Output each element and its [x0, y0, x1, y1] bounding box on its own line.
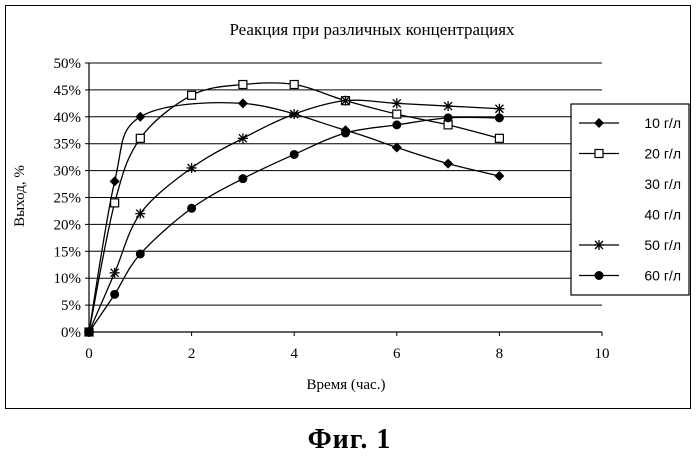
y-tick-label: 20%: [54, 217, 82, 233]
figure-caption: Фиг. 1: [307, 424, 392, 455]
series-4: [84, 95, 505, 337]
data-point-square: [494, 133, 504, 143]
data-point-star: [494, 103, 505, 114]
data-point-star: [109, 267, 120, 278]
data-point-circle: [135, 249, 145, 259]
data-point-star: [443, 101, 454, 112]
legend-entry: 10 г/л: [579, 115, 681, 131]
legend-label: 50 г/л: [644, 237, 681, 253]
x-tick-label: 10: [595, 346, 610, 362]
series-line: [88, 116, 500, 333]
star-stroke: [392, 98, 402, 108]
x-tick-label: 6: [393, 346, 401, 362]
data-point-diamond: [135, 111, 146, 122]
legend-label: 40 г/л: [644, 207, 681, 223]
legend-entry: 50 г/л: [579, 237, 681, 253]
x-tick-label: 0: [85, 346, 93, 362]
legend-entry: 20 г/л: [579, 146, 681, 162]
data-point-star: [391, 98, 402, 109]
data-point-diamond: [594, 118, 604, 128]
data-point-square: [392, 109, 402, 119]
data-point-star: [594, 240, 604, 250]
star-stroke: [135, 209, 145, 219]
legend-label: 30 г/л: [644, 176, 681, 192]
chart-frame: [5, 5, 691, 409]
star-stroke: [594, 240, 604, 250]
y-axis-title: Выход, %: [12, 165, 28, 227]
series-line: [88, 82, 500, 333]
data-point-diamond: [391, 142, 402, 153]
star-stroke: [289, 109, 299, 119]
y-tick-label: 45%: [54, 83, 82, 99]
star-stroke: [443, 101, 453, 111]
data-point-diamond: [443, 158, 454, 169]
data-point-circle: [289, 149, 299, 159]
data-point-square: [238, 79, 248, 90]
x-tick-label: 8: [496, 346, 504, 362]
data-point-circle: [392, 120, 402, 130]
data-point-circle: [341, 128, 350, 138]
legend-label: 60 г/л: [644, 268, 681, 284]
y-tick-label: 10%: [54, 271, 82, 287]
series-5: [84, 113, 504, 337]
chart-title: Реакция при различных концентрациях: [229, 20, 515, 39]
legend-entry: 30 г/л: [644, 176, 681, 192]
data-point-circle: [238, 174, 248, 184]
legend-label: 10 г/л: [644, 115, 681, 131]
data-point-circle: [594, 271, 604, 280]
data-point-circle: [494, 113, 504, 123]
data-point-diamond: [109, 176, 120, 187]
data-point-star: [237, 133, 248, 144]
data-point-star: [289, 109, 300, 120]
star-stroke: [187, 163, 197, 173]
star-stroke: [494, 104, 504, 114]
legend-entry: 40 г/л: [644, 207, 681, 223]
data-point-diamond: [494, 170, 505, 181]
data-point-square: [594, 148, 604, 159]
y-tick-label: 30%: [54, 164, 82, 180]
y-tick-labels: 0% 5% 10% 15% 20% 25% 30% 35% 40% 45% 50%: [54, 56, 82, 341]
legend-box: [570, 103, 690, 296]
star-stroke: [110, 268, 120, 278]
data-point-star: [135, 208, 146, 219]
data-point-circle: [110, 289, 120, 299]
series-line: [88, 99, 500, 333]
y-tick-label: 50%: [54, 56, 82, 72]
data-point-circle: [443, 113, 453, 123]
y-tick-label: 5%: [61, 298, 81, 314]
data-point-diamond: [237, 98, 248, 109]
data-point-square: [110, 198, 120, 208]
y-tick-label: 0%: [61, 325, 81, 341]
legend: 10 г/л 20 г/л 30 г/л 40 г/л 50 г/л 60 г/л: [570, 103, 690, 296]
data-point-star: [186, 162, 197, 173]
data-point-circle: [187, 203, 197, 213]
legend-label: 20 г/л: [644, 146, 681, 162]
series-line: [88, 101, 500, 333]
y-tick-label: 25%: [54, 191, 82, 207]
x-tick-label: 4: [290, 346, 298, 362]
legend-entry: 60 г/л: [579, 268, 681, 284]
series-0: [84, 98, 505, 337]
series-group: [84, 79, 505, 337]
data-point-circle: [84, 327, 94, 337]
x-tick-label: 2: [188, 346, 196, 362]
line-chart: Реакция при различных концентрациях 0% 5%…: [12, 20, 690, 393]
data-point-square: [135, 133, 145, 143]
y-tick-label: 35%: [54, 137, 82, 153]
star-stroke: [341, 96, 350, 106]
x-tick-labels: 0 2 4 6 8 10: [85, 346, 609, 362]
data-point-square: [289, 79, 299, 90]
data-point-star: [340, 95, 351, 106]
data-point-square: [187, 90, 197, 100]
grid-lines: [89, 62, 602, 306]
star-stroke: [238, 133, 248, 143]
y-tick-label: 15%: [54, 244, 82, 260]
y-tick-label: 40%: [54, 110, 82, 126]
x-axis-title: Время (час.): [307, 377, 386, 393]
